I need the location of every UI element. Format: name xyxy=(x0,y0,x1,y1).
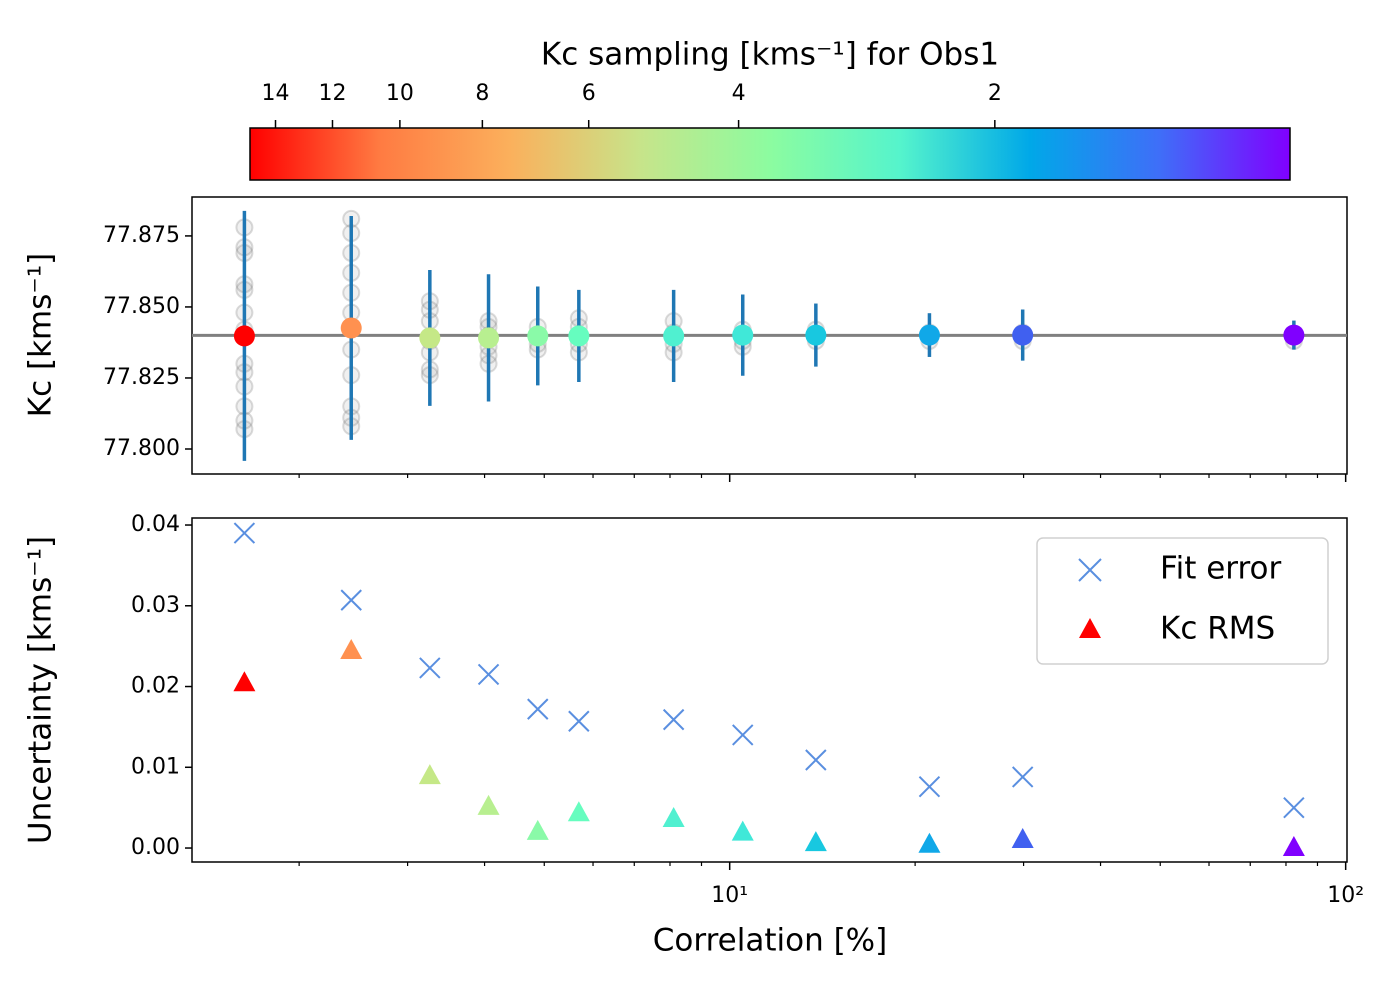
y-tick-label: 0.03 xyxy=(131,593,180,618)
triangle-marker xyxy=(662,806,685,827)
x-marker xyxy=(805,749,827,771)
point xyxy=(805,324,827,346)
triangle-marker xyxy=(804,831,827,852)
point xyxy=(1283,324,1305,346)
x-marker xyxy=(1011,766,1034,788)
y-tick-label: 0.01 xyxy=(131,754,180,779)
point xyxy=(568,325,590,347)
y-axis-label: Kc [kms⁻¹] xyxy=(23,253,59,418)
legend-label: Fit error xyxy=(1160,551,1282,587)
triangle-marker xyxy=(526,819,549,840)
x-tick-label: 10² xyxy=(1327,883,1364,908)
x-marker xyxy=(568,710,590,732)
point xyxy=(419,327,441,349)
triangle-marker xyxy=(1011,827,1034,848)
point xyxy=(663,325,685,347)
triangle-marker xyxy=(418,764,441,785)
x-marker xyxy=(732,724,754,746)
colorbar-tick-label: 12 xyxy=(318,81,346,106)
x-marker xyxy=(527,698,549,720)
x-marker xyxy=(477,663,500,686)
y-axis-label: Uncertainty [kms⁻¹] xyxy=(23,536,59,844)
colorbar-tick-label: 2 xyxy=(988,81,1002,106)
triangle-marker xyxy=(1282,836,1305,857)
y-tick-label: 0.00 xyxy=(131,835,180,860)
y-tick-label: 77.850 xyxy=(103,294,180,319)
legend-marker xyxy=(1078,558,1102,582)
point xyxy=(478,327,500,349)
x-marker xyxy=(340,589,362,611)
x-marker xyxy=(918,775,941,798)
point xyxy=(233,325,255,347)
legend-marker xyxy=(1079,618,1101,638)
point xyxy=(732,324,754,346)
legend-label: Kc RMS xyxy=(1160,611,1275,647)
colorbar-tick-label: 14 xyxy=(262,81,290,106)
triangle-marker xyxy=(918,832,941,853)
colorbar xyxy=(249,127,1291,181)
x-marker xyxy=(419,657,441,679)
y-tick-label: 0.02 xyxy=(131,674,180,699)
x-marker xyxy=(662,708,685,731)
triangle-marker xyxy=(731,820,754,841)
colorbar-tick-label: 8 xyxy=(475,81,489,106)
x-tick-label: 10¹ xyxy=(711,883,748,908)
triangle-marker xyxy=(233,671,256,692)
y-tick-label: 77.825 xyxy=(103,365,180,390)
x-marker xyxy=(1283,796,1305,819)
y-tick-label: 77.800 xyxy=(103,436,180,461)
y-tick-label: 77.875 xyxy=(103,223,180,248)
legend-box xyxy=(1036,537,1329,665)
colorbar-tick-label: 4 xyxy=(732,81,746,106)
colorbar-tick-label: 10 xyxy=(386,81,414,106)
triangle-marker xyxy=(567,801,590,822)
point xyxy=(1012,324,1034,346)
point xyxy=(918,324,940,346)
triangle-marker xyxy=(340,638,363,659)
colorbar-title: Kc sampling [kms⁻¹] for Obs1 xyxy=(541,37,999,73)
colorbar-tick-label: 6 xyxy=(582,81,596,106)
point xyxy=(527,325,549,347)
point xyxy=(340,317,362,339)
y-tick-label: 0.04 xyxy=(131,512,180,537)
triangle-marker xyxy=(477,794,500,815)
x-axis-label: Correlation [%] xyxy=(653,923,887,959)
x-marker xyxy=(233,522,256,544)
